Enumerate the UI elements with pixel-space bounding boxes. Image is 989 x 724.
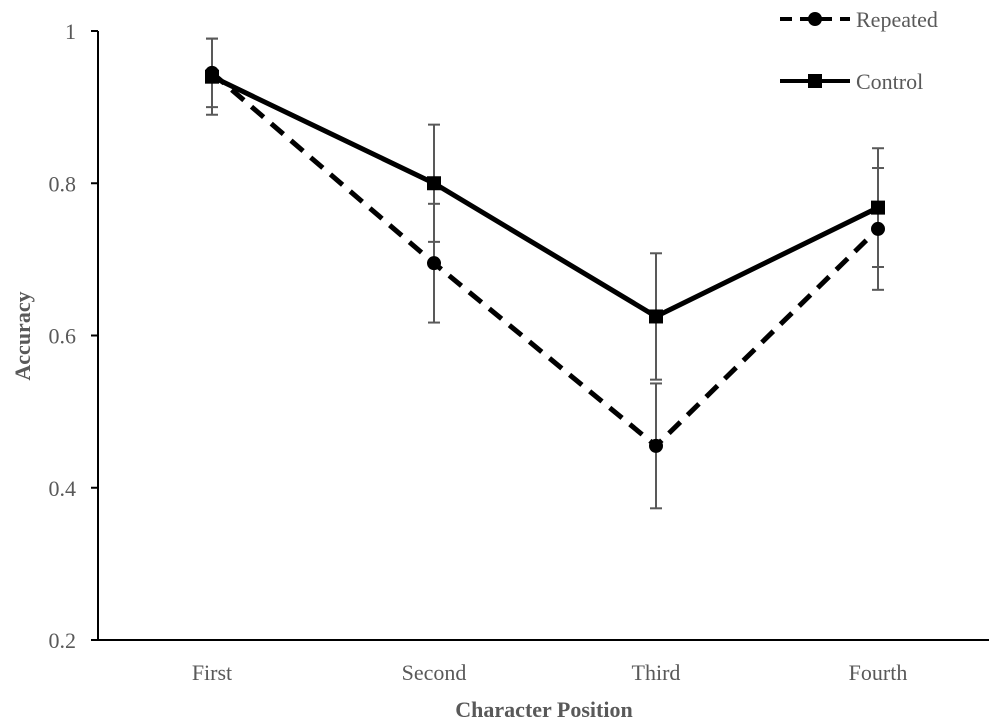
series-line-group <box>210 70 880 449</box>
data-point-repeated <box>871 221 885 236</box>
data-point-control <box>649 309 663 324</box>
data-point-control <box>205 69 219 84</box>
legend: Repeated Control <box>780 7 938 94</box>
data-point-repeated <box>649 438 663 453</box>
marker-group <box>205 65 885 453</box>
y-tick-label: 0.8 <box>49 171 77 196</box>
x-tick-label: Fourth <box>849 660 908 685</box>
y-tick-label: 1 <box>65 19 76 44</box>
legend-item-control: Control <box>780 69 923 94</box>
x-tick-label: First <box>192 660 232 685</box>
x-axis-title: Character Position <box>455 697 632 722</box>
x-tick-label: Third <box>632 660 681 685</box>
y-tick-label: 0.2 <box>49 628 77 653</box>
legend-marker-control <box>808 74 822 88</box>
series-line-repeated <box>210 70 880 449</box>
legend-item-repeated: Repeated <box>780 7 938 32</box>
legend-label-control: Control <box>856 69 923 94</box>
legend-marker-repeated <box>808 12 822 26</box>
data-point-control <box>427 176 441 191</box>
y-tick-group: 0.2 0.4 0.6 0.8 1 <box>49 19 98 653</box>
y-axis-title: Accuracy <box>10 291 35 380</box>
data-point-control <box>871 200 885 215</box>
chart-axes <box>97 31 989 641</box>
x-tick-label: Second <box>402 660 467 685</box>
data-point-repeated <box>427 256 441 271</box>
y-tick-label: 0.6 <box>49 324 77 349</box>
x-tick-group: First Second Third Fourth <box>192 660 908 685</box>
error-bar-group <box>206 37 884 510</box>
legend-label-repeated: Repeated <box>856 7 938 32</box>
series-line-control <box>210 74 880 319</box>
y-tick-label: 0.4 <box>49 476 77 501</box>
